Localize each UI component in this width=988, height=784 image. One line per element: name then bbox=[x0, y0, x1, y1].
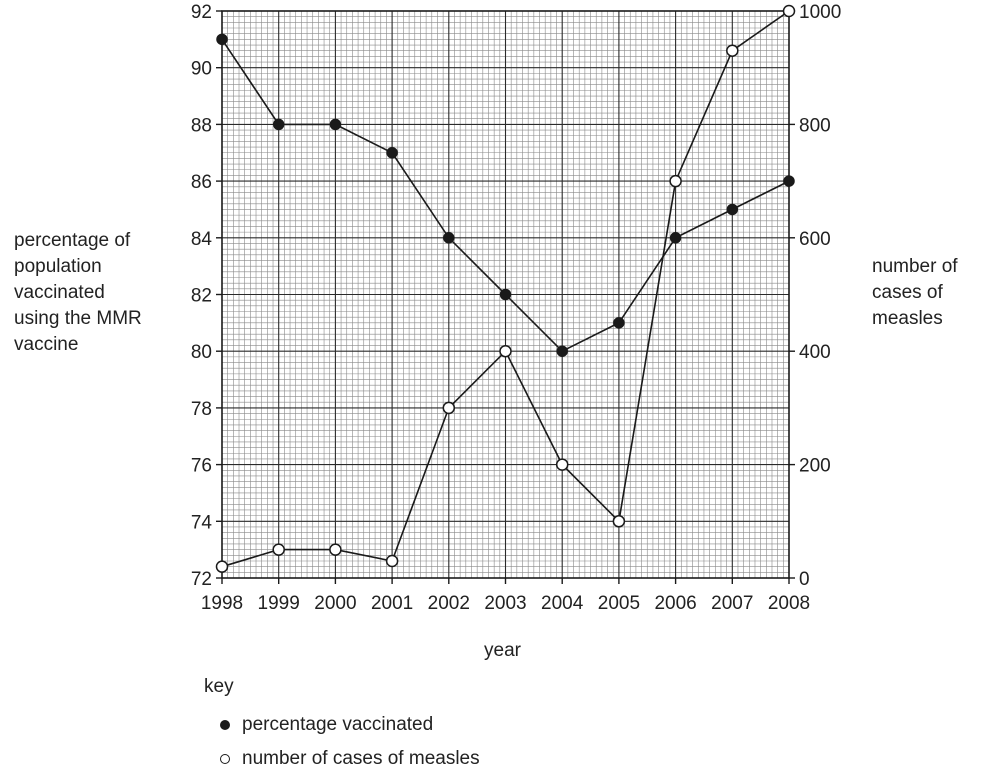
percentage-vaccinated-point bbox=[329, 118, 342, 131]
left-tick-label: 86 bbox=[191, 172, 212, 193]
x-tick-label: 2007 bbox=[711, 593, 753, 614]
left-tick-label: 80 bbox=[191, 342, 212, 363]
left-axis-label-line: population bbox=[14, 256, 102, 277]
measles-cases-point bbox=[272, 543, 285, 556]
measles-cases-point bbox=[782, 4, 796, 18]
x-tick-label: 2005 bbox=[598, 593, 640, 614]
percentage-vaccinated-point bbox=[613, 317, 625, 329]
axes bbox=[216, 10, 795, 584]
percentage-vaccinated-point bbox=[669, 232, 682, 244]
legend-item-vaccinated: percentage vaccinated bbox=[204, 708, 480, 742]
right-axis-label: number of cases of measles bbox=[872, 254, 958, 332]
right-axis-label-line: measles bbox=[872, 308, 943, 329]
legend-label: percentage vaccinated bbox=[242, 714, 434, 735]
measles-cases-point bbox=[499, 344, 512, 358]
percentage-vaccinated-point bbox=[556, 345, 568, 357]
x-tick-label: 1999 bbox=[258, 593, 300, 614]
left-tick-label: 84 bbox=[191, 229, 213, 250]
right-tick-label: 1000 bbox=[799, 2, 841, 23]
left-axis-label-line: vaccinated bbox=[14, 282, 105, 303]
x-tick-label: 2002 bbox=[428, 593, 470, 614]
percentage-vaccinated-point bbox=[216, 33, 228, 46]
legend-title: key bbox=[204, 676, 234, 697]
measles-cases-point bbox=[612, 515, 626, 528]
left-axis-label-line: percentage of bbox=[14, 230, 131, 251]
left-tick-label: 88 bbox=[191, 115, 212, 136]
x-tick-label: 2006 bbox=[654, 593, 696, 614]
left-tick-label: 78 bbox=[191, 399, 212, 420]
percentage-vaccinated-point bbox=[386, 147, 398, 159]
measles-cases-point bbox=[329, 543, 342, 556]
percentage-vaccinated-point bbox=[783, 175, 795, 187]
x-tick-label: 2000 bbox=[314, 593, 356, 614]
percentage-vaccinated-point bbox=[272, 118, 285, 131]
right-tick-label: 600 bbox=[799, 229, 831, 250]
measles-cases-point bbox=[555, 458, 569, 471]
tick-labels: 72 74 76 78 80 82 84 86 88 90 92 0 200 400 600 800 1000 1… bbox=[191, 2, 841, 614]
left-tick-label: 82 bbox=[191, 286, 212, 307]
percentage-vaccinated-point bbox=[726, 203, 739, 216]
right-tick-label: 800 bbox=[799, 115, 831, 136]
measles-cases-point bbox=[726, 44, 739, 57]
left-tick-label: 92 bbox=[191, 2, 212, 23]
left-tick-label: 74 bbox=[191, 512, 213, 533]
right-axis-label-line: cases of bbox=[872, 282, 943, 303]
left-axis-label-line: using the MMR bbox=[14, 308, 142, 329]
percentage-vaccinated-point bbox=[499, 288, 512, 301]
percentage-vaccinated-point bbox=[443, 232, 455, 244]
x-tick-label: 1998 bbox=[201, 593, 243, 614]
measles-cases-point bbox=[669, 174, 682, 188]
right-tick-label: 400 bbox=[799, 342, 831, 363]
left-axis-label-line: vaccine bbox=[14, 334, 79, 355]
major-gridlines bbox=[222, 11, 789, 578]
x-tick-label: 2001 bbox=[371, 593, 413, 614]
legend-item-measles: number of cases of measles bbox=[204, 742, 480, 776]
right-tick-label: 0 bbox=[799, 569, 810, 590]
left-tick-label: 76 bbox=[191, 456, 212, 477]
x-axis-label: year bbox=[484, 640, 521, 661]
filled-circle-icon bbox=[220, 720, 230, 730]
measles-cases-point bbox=[215, 560, 229, 573]
legend-label: number of cases of measles bbox=[242, 748, 480, 769]
measles-cases-point bbox=[385, 554, 399, 568]
open-circle-icon bbox=[220, 754, 230, 764]
left-tick-label: 90 bbox=[191, 59, 212, 80]
measles-cases-point bbox=[442, 401, 456, 415]
left-tick-label: 72 bbox=[191, 569, 212, 590]
x-tick-label: 2004 bbox=[541, 593, 584, 614]
left-axis-label: percentage of population vaccinated usin… bbox=[14, 228, 142, 358]
legend: key percentage vaccinated number of case… bbox=[204, 676, 480, 776]
series-group bbox=[215, 4, 796, 573]
x-tick-label: 2008 bbox=[768, 593, 810, 614]
right-axis-label-line: number of bbox=[872, 256, 958, 277]
right-tick-label: 200 bbox=[799, 456, 831, 477]
x-tick-label: 2003 bbox=[484, 593, 526, 614]
